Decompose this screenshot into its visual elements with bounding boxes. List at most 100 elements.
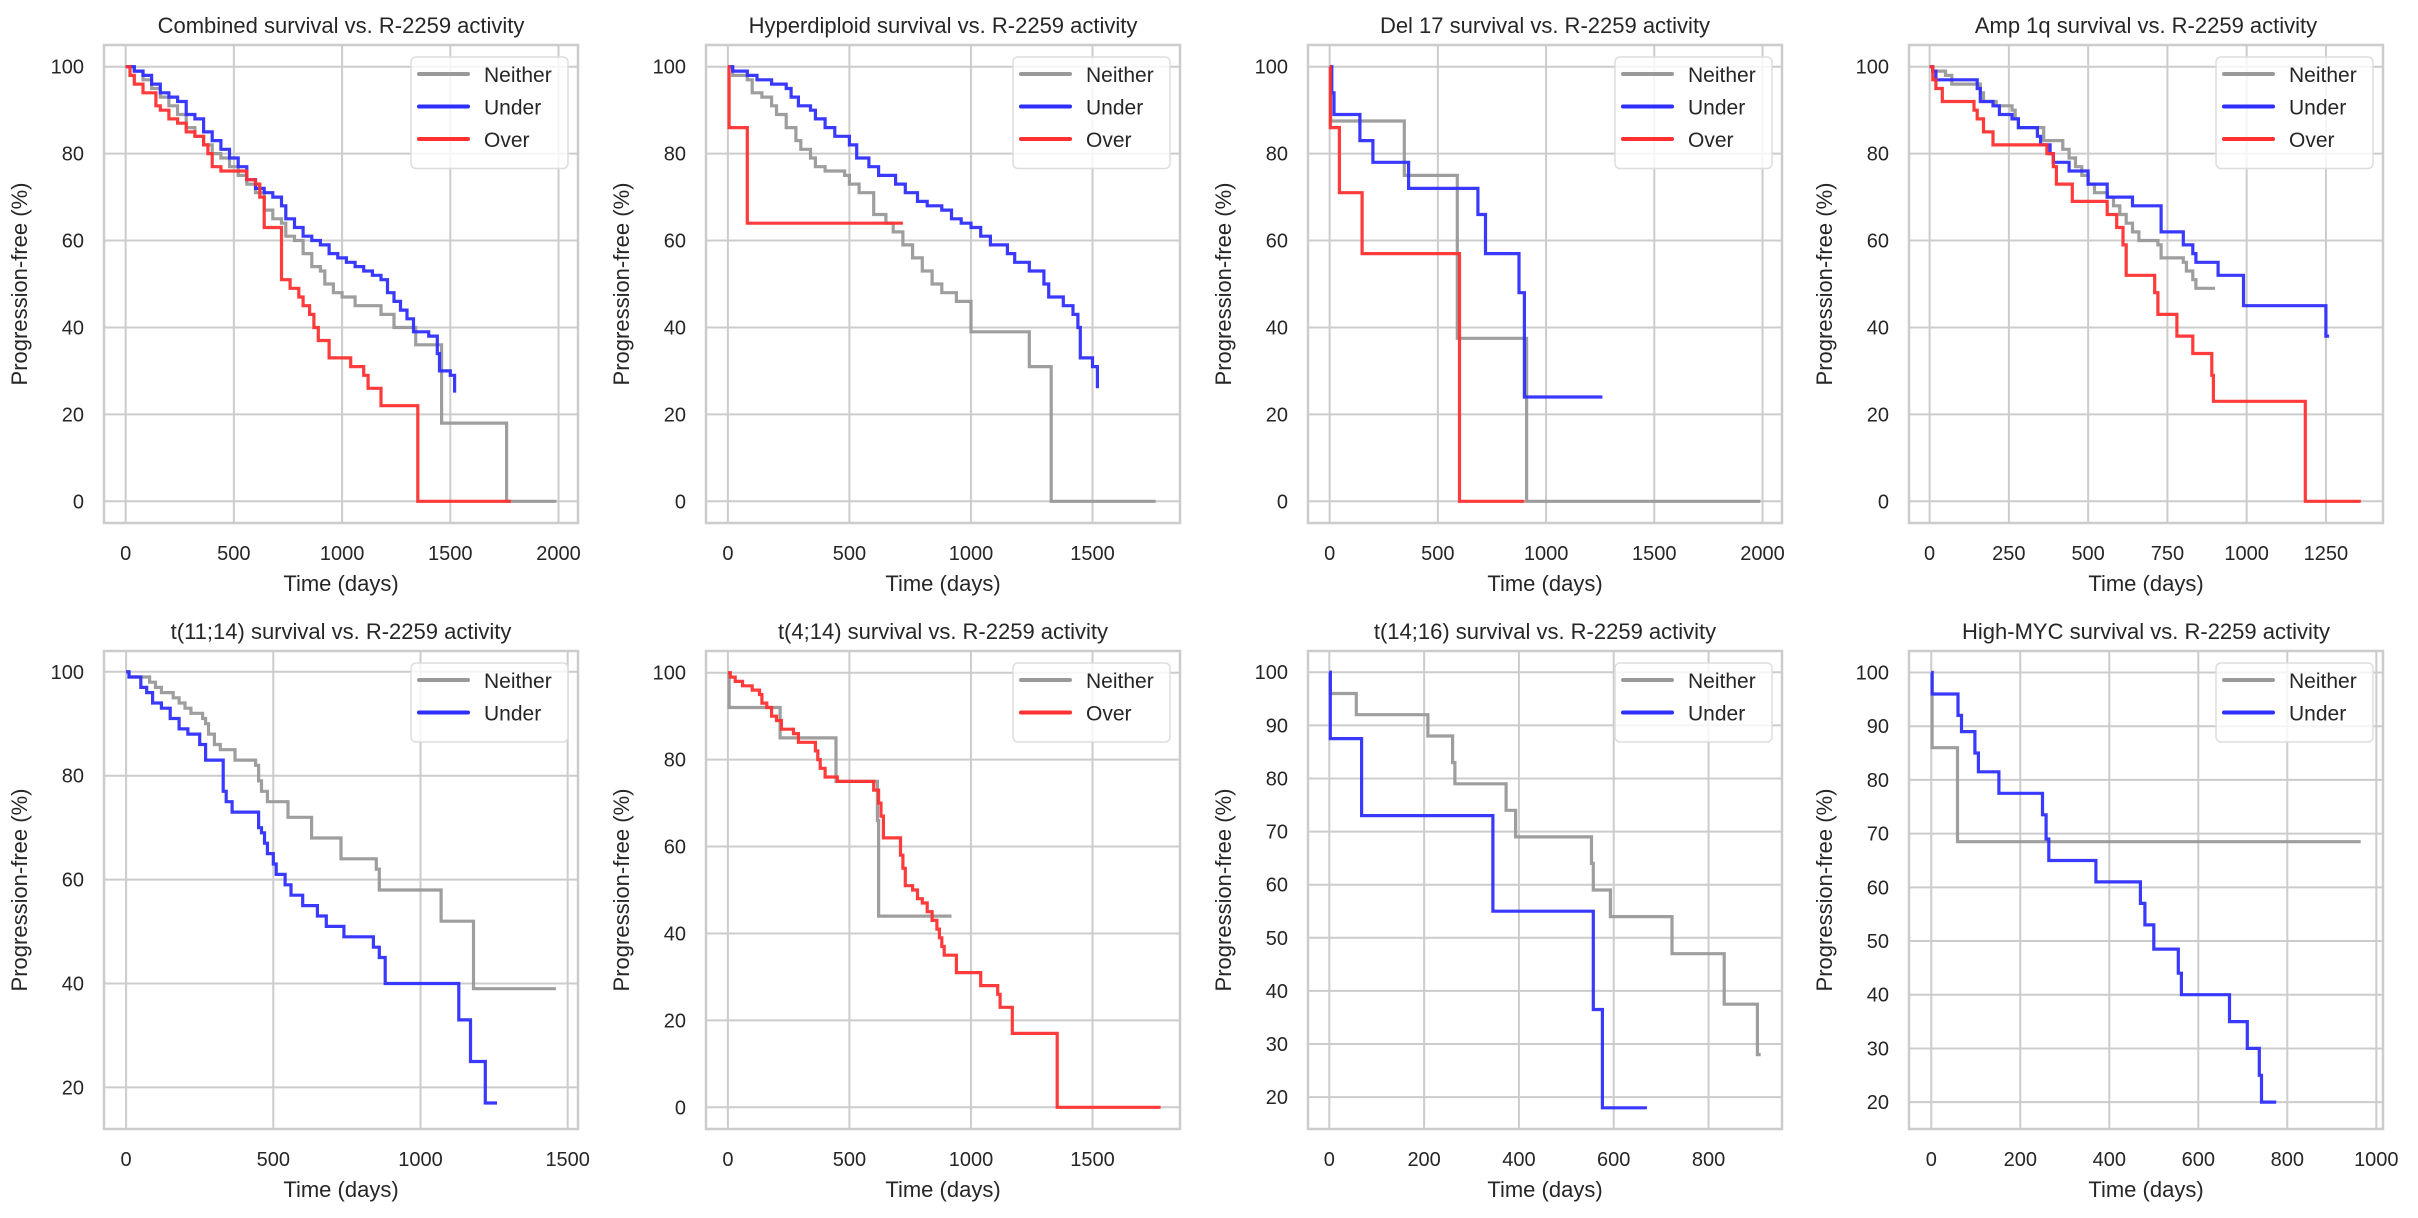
y-tick-label: 80: [1266, 144, 1288, 166]
x-tick-label: 600: [2182, 1149, 2215, 1171]
subplot-title: Amp 1q survival vs. R-2259 activity: [1975, 13, 2317, 38]
x-tick-label: 500: [2071, 543, 2104, 565]
series-line-under: [1929, 65, 2330, 338]
y-tick-label: 80: [62, 766, 84, 788]
legend-label: Neither: [484, 670, 552, 693]
y-tick-label: 20: [62, 1077, 84, 1099]
axes-frame: [1907, 43, 2385, 525]
legend-box: [410, 662, 569, 743]
series-line-under: [125, 65, 457, 393]
y-tick-label: 60: [664, 231, 686, 253]
x-tick-label: 1500: [1070, 1149, 1115, 1171]
y-tick-label: 20: [62, 404, 84, 426]
x-tick-label: 0: [120, 543, 131, 565]
y-tick-label: 0: [73, 491, 84, 513]
y-tick-label: 20: [1266, 1087, 1288, 1109]
axes-frame: [102, 649, 580, 1131]
series-line-over: [125, 65, 511, 503]
x-axis-label: Time (days): [283, 571, 398, 596]
series-line-neither: [126, 670, 556, 991]
y-tick-label: 60: [664, 837, 686, 859]
x-tick-label: 600: [1597, 1149, 1630, 1171]
x-tick-label: 400: [2093, 1149, 2126, 1171]
legend: Neither Under: [1614, 662, 1773, 743]
x-axis-label: Time (days): [2088, 1177, 2203, 1202]
x-tick-label: 2000: [536, 543, 581, 565]
y-tick-label: 40: [1266, 981, 1288, 1003]
y-tick-label: 30: [1266, 1034, 1288, 1056]
y-axis-label: Progression-free (%): [1211, 789, 1236, 992]
y-tick-label: 20: [1867, 404, 1889, 426]
y-tick-label: 0: [1277, 491, 1288, 513]
series-line-under: [1930, 670, 2277, 1104]
x-tick-label: 0: [121, 1149, 132, 1171]
y-tick-label: 80: [62, 144, 84, 166]
x-axis-label: Time (days): [283, 1177, 398, 1202]
y-tick-label: 80: [1266, 768, 1288, 790]
y-axis-label: Progression-free (%): [609, 183, 634, 386]
y-tick-label: 40: [664, 317, 686, 339]
y-tick-label: 100: [1255, 57, 1288, 79]
y-tick-label: 40: [1867, 317, 1889, 339]
x-tick-label: 0: [1324, 543, 1335, 565]
y-tick-label: 40: [1867, 985, 1889, 1007]
legend-label: Under: [484, 97, 541, 120]
legend-box: [1614, 662, 1773, 743]
series-line-over: [1328, 65, 1525, 503]
subplot-3: 0 500 1000 1500 2000 0 20 40 60 80 100 Del 17 survi…: [1211, 13, 1785, 596]
y-tick-label: 40: [62, 317, 84, 339]
series-group: [125, 65, 557, 503]
subplot-6: 0 500 1000 1500 0 20 40 60 80 100 t(4;14) survival…: [609, 619, 1182, 1202]
series-group: [1328, 670, 1761, 1110]
legend-label: Neither: [2289, 64, 2357, 87]
x-tick-label: 750: [2151, 543, 2184, 565]
axes-frame: [1306, 43, 1784, 525]
series-line-neither: [125, 65, 557, 503]
x-tick-label: 1500: [1632, 543, 1677, 565]
series-line-under: [126, 670, 497, 1105]
series-line-under: [727, 65, 1099, 389]
axes-frame: [1907, 649, 2385, 1131]
axes-frame: [704, 649, 1182, 1131]
series-group: [1929, 65, 2361, 503]
axes-frame: [704, 43, 1182, 525]
y-tick-label: 100: [1856, 662, 1889, 684]
legend-label: Over: [2289, 129, 2335, 152]
x-tick-label: 500: [217, 543, 250, 565]
y-tick-label: 80: [664, 144, 686, 166]
y-axis-label: Progression-free (%): [7, 183, 32, 386]
subplot-4: 0 250 500 750 1000 1250 0 20 40 60 80 100 Amp 1q sur…: [1812, 13, 2385, 596]
y-tick-label: 60: [62, 870, 84, 892]
x-tick-label: 500: [257, 1149, 290, 1171]
legend-label: Neither: [1688, 64, 1756, 87]
legend: Neither Under: [410, 662, 569, 743]
legend-label: Under: [2289, 97, 2346, 120]
x-axis-label: Time (days): [885, 1177, 1000, 1202]
series-group: [727, 671, 1161, 1109]
x-axis-label: Time (days): [1487, 571, 1602, 596]
x-axis-label: Time (days): [2088, 571, 2203, 596]
y-tick-label: 20: [664, 404, 686, 426]
legend-label: Over: [1086, 129, 1132, 152]
y-tick-label: 100: [1255, 662, 1288, 684]
x-tick-label: 0: [722, 543, 733, 565]
y-tick-label: 100: [51, 57, 84, 79]
subplot-7: 0 200 400 600 800 20 30 40 50 60 70 80 90 100 t(14;16)…: [1211, 619, 1784, 1202]
y-axis-label: Progression-free (%): [1812, 183, 1837, 386]
subplot-title: Combined survival vs. R-2259 activity: [158, 13, 525, 38]
x-tick-label: 1000: [949, 543, 994, 565]
series-line-under: [1328, 670, 1647, 1110]
y-tick-label: 100: [1856, 57, 1889, 79]
y-tick-label: 80: [664, 750, 686, 772]
subplot-title: t(4;14) survival vs. R-2259 activity: [778, 619, 1108, 644]
y-tick-label: 100: [653, 663, 686, 685]
y-tick-label: 100: [51, 662, 84, 684]
series-group: [126, 670, 556, 1105]
y-tick-label: 20: [664, 1010, 686, 1032]
axes-frame: [102, 43, 580, 525]
y-axis-label: Progression-free (%): [7, 789, 32, 992]
x-tick-label: 1000: [398, 1149, 443, 1171]
y-axis-label: Progression-free (%): [1812, 789, 1837, 992]
y-tick-label: 0: [675, 491, 686, 513]
